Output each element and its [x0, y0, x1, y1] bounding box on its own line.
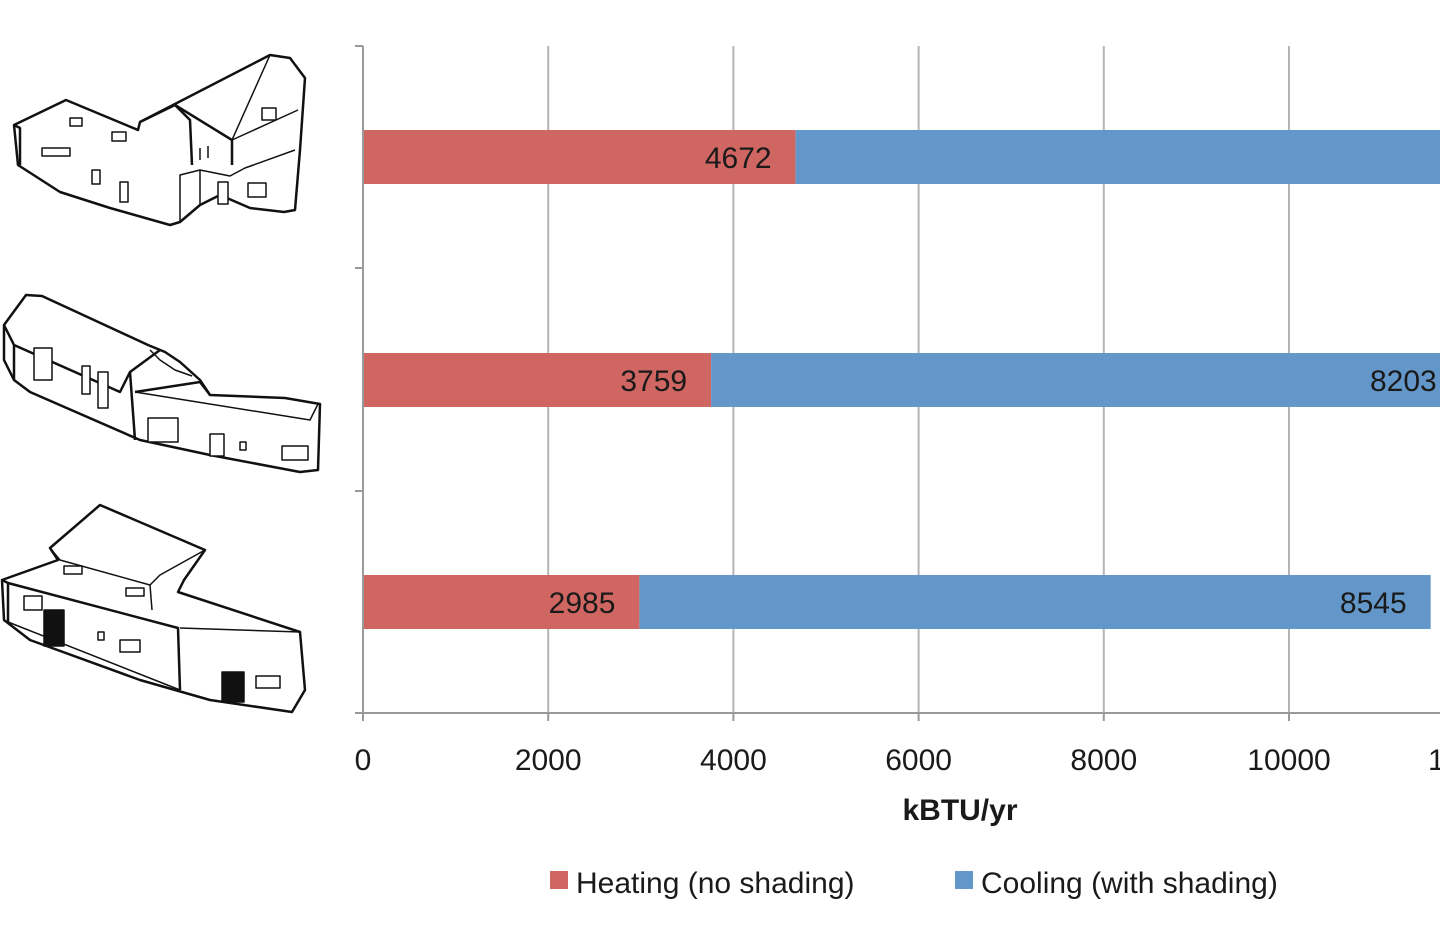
bar-cooling — [795, 130, 1440, 184]
bar-heating — [363, 353, 712, 407]
house-sketch-icon-3 — [0, 503, 307, 714]
data-label: 2985 — [549, 587, 616, 620]
house-sketch-icon-2 — [2, 293, 322, 474]
bar-cooling — [639, 575, 1431, 629]
bar-heating — [363, 575, 640, 629]
legend-label-heating: Heating (no shading) — [576, 867, 855, 900]
x-tick-label: 8000 — [1070, 744, 1137, 777]
data-label: 3759 — [620, 365, 687, 398]
legend-swatch-heating — [550, 871, 568, 889]
x-tick-label: 2000 — [515, 744, 582, 777]
x-tick-label: 10000 — [1247, 744, 1330, 777]
bar-cooling — [711, 353, 1440, 407]
house-sketch-icon-1 — [12, 53, 307, 227]
data-labels: 4672 3759 2985 8203 8545 — [549, 142, 1437, 620]
x-tick-label: 0 — [355, 744, 372, 777]
x-tick-label: 1 — [1428, 744, 1440, 777]
x-axis-title: kBTU/yr — [902, 794, 1017, 827]
data-label: 8203 — [1370, 365, 1437, 398]
x-tick-label: 4000 — [700, 744, 767, 777]
legend-swatch-cooling — [955, 871, 973, 889]
data-label: 4672 — [705, 142, 772, 175]
bars — [363, 130, 1440, 629]
axes: 0 2000 4000 6000 8000 10000 1 — [355, 45, 1440, 777]
bar-heating — [363, 130, 796, 184]
x-tick-label: 6000 — [885, 744, 952, 777]
legend: Heating (no shading) Cooling (with shadi… — [550, 867, 1278, 900]
legend-label-cooling: Cooling (with shading) — [981, 867, 1278, 900]
data-label: 8545 — [1340, 587, 1407, 620]
